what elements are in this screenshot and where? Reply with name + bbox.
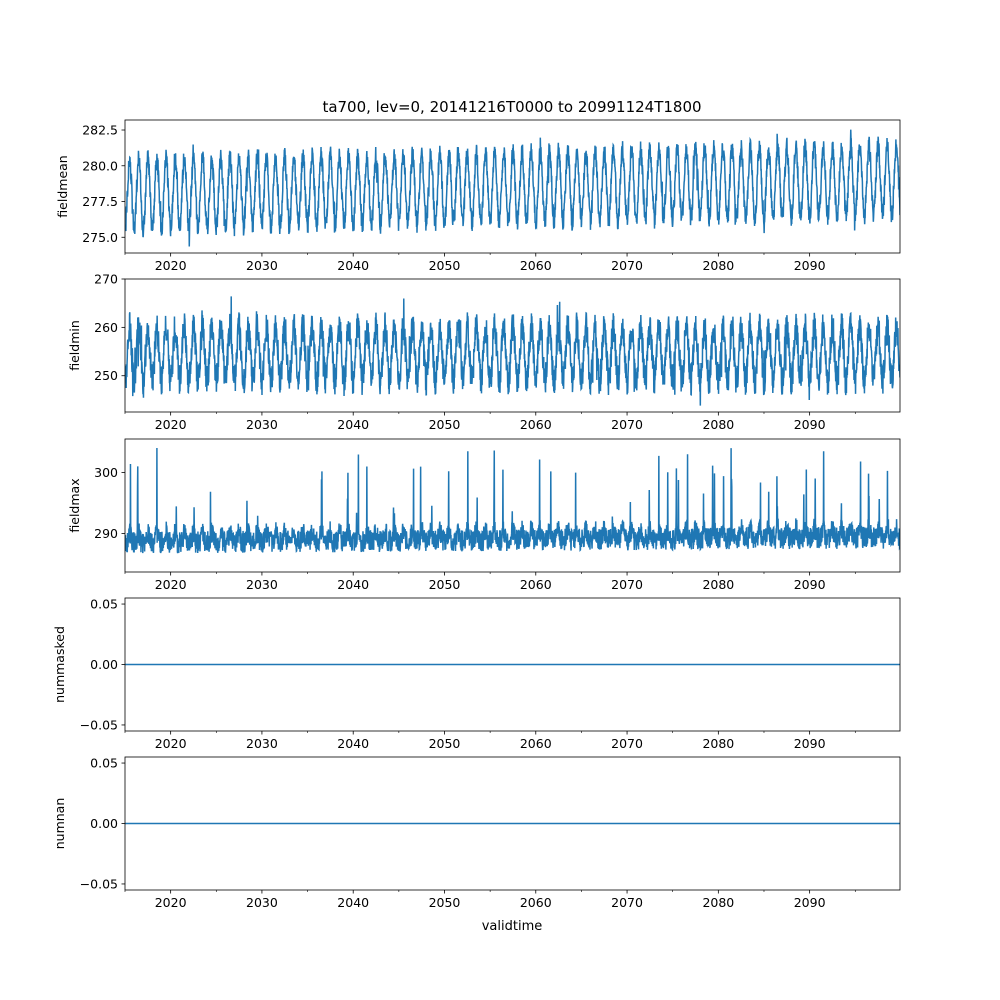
x-tick-label: 2020 bbox=[155, 895, 187, 910]
subplot-fieldmean: 2020 2030 2040 2050 2060 2070 2080 2090 275.0 277… bbox=[55, 119, 901, 273]
x-tick-label: 2030 bbox=[246, 258, 278, 273]
x-tick-label: 2040 bbox=[337, 895, 369, 910]
x-tick-label: 2070 bbox=[611, 736, 643, 751]
y-tick-label: 270 bbox=[94, 272, 118, 287]
figure-title: ta700, lev=0, 20141216T0000 to 20991124T… bbox=[322, 98, 701, 116]
x-tick-label: 2060 bbox=[520, 258, 552, 273]
x-tick-label: 2090 bbox=[794, 577, 826, 592]
x-tick-label: 2060 bbox=[520, 895, 552, 910]
y-tick-label: −0.05 bbox=[80, 717, 118, 732]
y-tick-label: 260 bbox=[94, 320, 118, 335]
x-tick-label: 2020 bbox=[155, 577, 187, 592]
x-tick-label: 2030 bbox=[246, 417, 278, 432]
y-tick-label: 0.00 bbox=[90, 816, 118, 831]
x-tick-label: 2070 bbox=[611, 577, 643, 592]
x-tick-label: 2090 bbox=[794, 895, 826, 910]
x-tick-label: 2080 bbox=[702, 417, 734, 432]
subplot-numnan: 2020 2030 2040 2050 2060 2070 2080 2090 −0.05 0.0… bbox=[52, 756, 901, 910]
axes-frame bbox=[124, 278, 901, 413]
series-line-fieldmean bbox=[125, 129, 900, 247]
x-tick-label: 2060 bbox=[520, 577, 552, 592]
y-tick-label: 275.0 bbox=[82, 230, 118, 245]
y-axis-label: fieldmax bbox=[67, 478, 82, 532]
x-tick-label: 2030 bbox=[246, 895, 278, 910]
y-tick-label: −0.05 bbox=[80, 876, 118, 891]
subplot-fieldmax: 2020 2030 2040 2050 2060 2070 2080 2090 290 300 fi… bbox=[67, 438, 901, 592]
x-axis-label: validtime bbox=[482, 919, 543, 934]
x-tick-label: 2080 bbox=[702, 895, 734, 910]
x-tick-label: 2020 bbox=[155, 417, 187, 432]
y-tick-label: 280.0 bbox=[82, 158, 118, 173]
subplot-nummasked: 2020 2030 2040 2050 2060 2070 2080 2090 −0.05 0.0… bbox=[52, 597, 901, 751]
x-tick-label: 2020 bbox=[155, 258, 187, 273]
series-line-fieldmin bbox=[125, 296, 900, 406]
y-axis-label: fieldmean bbox=[55, 155, 70, 217]
series-line-fieldmax bbox=[125, 447, 900, 554]
y-tick-label: 282.5 bbox=[82, 123, 118, 138]
axes-frame bbox=[124, 119, 901, 254]
y-tick-label: 300 bbox=[94, 465, 118, 480]
axes-frame bbox=[124, 438, 901, 573]
x-tick-label: 2070 bbox=[611, 417, 643, 432]
x-tick-label: 2090 bbox=[794, 736, 826, 751]
y-tick-label: 290 bbox=[94, 526, 118, 541]
y-tick-label: 0.05 bbox=[90, 597, 118, 612]
x-tick-label: 2050 bbox=[429, 417, 461, 432]
x-tick-label: 2090 bbox=[794, 417, 826, 432]
x-tick-label: 2040 bbox=[337, 417, 369, 432]
x-tick-label: 2030 bbox=[246, 736, 278, 751]
y-axis-label: numnan bbox=[52, 798, 67, 850]
y-tick-label: 277.5 bbox=[82, 194, 118, 209]
x-tick-label: 2060 bbox=[520, 736, 552, 751]
x-tick-label: 2040 bbox=[337, 258, 369, 273]
x-tick-label: 2050 bbox=[429, 577, 461, 592]
x-tick-label: 2040 bbox=[337, 577, 369, 592]
x-tick-label: 2070 bbox=[611, 258, 643, 273]
x-tick-label: 2090 bbox=[794, 258, 826, 273]
x-tick-label: 2040 bbox=[337, 736, 369, 751]
subplot-stack: 2020 2030 2040 2050 2060 2070 2080 2090 275.0 277… bbox=[52, 119, 901, 910]
subplot-fieldmin: 2020 2030 2040 2050 2060 2070 2080 2090 250 260 27… bbox=[67, 272, 901, 432]
x-tick-label: 2070 bbox=[611, 895, 643, 910]
x-tick-label: 2080 bbox=[702, 577, 734, 592]
x-tick-label: 2020 bbox=[155, 736, 187, 751]
x-tick-label: 2030 bbox=[246, 577, 278, 592]
x-tick-label: 2050 bbox=[429, 258, 461, 273]
y-tick-label: 0.05 bbox=[90, 756, 118, 771]
x-tick-label: 2050 bbox=[429, 736, 461, 751]
x-tick-label: 2050 bbox=[429, 895, 461, 910]
y-axis-label: fieldmin bbox=[67, 320, 82, 371]
y-tick-label: 250 bbox=[94, 368, 118, 383]
y-axis-label: nummasked bbox=[52, 626, 67, 703]
x-tick-label: 2080 bbox=[702, 258, 734, 273]
x-tick-label: 2080 bbox=[702, 736, 734, 751]
x-tick-label: 2060 bbox=[520, 417, 552, 432]
y-tick-label: 0.00 bbox=[90, 657, 118, 672]
